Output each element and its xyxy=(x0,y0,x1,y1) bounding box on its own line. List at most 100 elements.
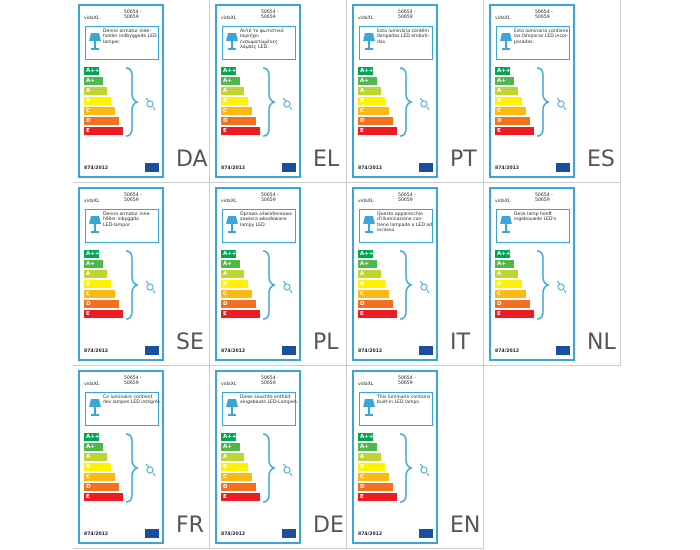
description: Αυτό το φωτιστικό xyxy=(240,29,284,34)
energy-label: vidaXL 50654 -50659 Denna armatur inne-hål… xyxy=(78,187,164,361)
description: ενσωματωμένες xyxy=(240,39,278,45)
energy-class: D xyxy=(84,117,119,125)
energy-class: A+ xyxy=(358,260,377,268)
text-box: This luminaire contains built-in LED lamp… xyxy=(359,392,433,426)
energy-class: C xyxy=(358,473,389,481)
energy-class: A+ xyxy=(84,77,103,85)
energy-class: A xyxy=(84,270,107,278)
lamp-icon xyxy=(89,216,101,233)
regulation: 874/2012 xyxy=(84,349,109,354)
energy-class: A+ xyxy=(358,443,377,451)
energy-class: A+ xyxy=(221,443,240,451)
energy-class: A+ xyxy=(221,77,240,85)
energy-label: vidaXL 50654 -50659 Deze lamp heeft ingebou… xyxy=(489,187,575,361)
brace-lamp xyxy=(399,67,430,137)
energy-class: A xyxy=(221,453,244,461)
label-cell: vidaXL 50654 -50659 Denna armatur inne-hål… xyxy=(73,183,210,366)
language-code: EL xyxy=(313,147,340,172)
energy-class: D xyxy=(358,117,393,125)
model: 50659 xyxy=(124,15,139,21)
eu-flag xyxy=(419,346,433,355)
energy-class: A xyxy=(358,270,381,278)
text-box: Esta luminária contém lâmpadas LED embuti… xyxy=(359,26,433,60)
energy-class: B xyxy=(358,463,385,471)
regulation: 874/2012 xyxy=(358,532,383,537)
brace-lamp xyxy=(536,67,567,137)
lamp-icon xyxy=(363,216,375,233)
description: lampy LED. xyxy=(240,222,267,228)
language-code: DA xyxy=(176,147,208,172)
eu-flag xyxy=(282,529,296,538)
lamp-icon xyxy=(226,216,238,233)
energy-class: B xyxy=(358,280,385,288)
model: 50654 - xyxy=(398,193,416,198)
energy-class: B xyxy=(84,463,111,471)
energy-class: A+ xyxy=(84,260,103,268)
regulation: 874/2012 xyxy=(221,166,246,171)
energy-class: E xyxy=(358,310,397,318)
model: 50659 xyxy=(398,15,413,21)
energy-label: vidaXL 50654 -50659 Denne armatur inde-hol… xyxy=(78,4,164,178)
label-cell: vidaXL 50654 -50659 Questo apparecchio d'il… xyxy=(347,183,484,366)
energy-label: vidaXL 50654 -50659 This luminaire contain… xyxy=(352,370,438,544)
energy-label: vidaXL 50654 -50659 Questo apparecchio d'il… xyxy=(352,187,438,361)
lamp-icon xyxy=(500,216,512,233)
energy-class: A++ xyxy=(358,67,374,75)
energy-label: vidaXL 50654 -50659 Oprawa oświetleniowa za… xyxy=(215,187,301,361)
energy-class: A++ xyxy=(495,250,511,258)
energy-label: vidaXL 50654 -50659 Ce luminaire contient d… xyxy=(78,370,164,544)
brand: vidaXL xyxy=(358,382,374,387)
description: incasso. xyxy=(377,228,396,234)
brace-lamp xyxy=(125,433,156,503)
energy-class: A++ xyxy=(84,67,100,75)
model: 50654 - xyxy=(124,10,142,15)
language-code: NL xyxy=(587,330,616,355)
description: Denna armatur inne- xyxy=(103,212,152,217)
brand: vidaXL xyxy=(84,16,100,21)
label-cell: vidaXL 50654 -50659 Ce luminaire contient d… xyxy=(73,366,210,549)
model: 50654 - xyxy=(124,376,142,381)
energy-label: vidaXL 50654 -50659 Diese Leuchte enthält e… xyxy=(215,370,301,544)
language-code: IT xyxy=(450,330,470,355)
regulation: 874/2012 xyxy=(221,349,246,354)
energy-class: C xyxy=(221,473,252,481)
energy-class: A++ xyxy=(84,250,100,258)
energy-class: E xyxy=(84,493,123,501)
description: das. xyxy=(377,39,387,45)
energy-class: A+ xyxy=(221,260,240,268)
model: 50654 - xyxy=(535,10,553,15)
energy-class: E xyxy=(221,493,260,501)
model: 50659 xyxy=(398,198,413,204)
brace-lamp xyxy=(125,250,156,320)
model: 50659 xyxy=(261,381,276,387)
brace-lamp xyxy=(262,67,293,137)
description: This luminaire contains xyxy=(377,395,431,400)
eu-flag xyxy=(556,163,570,172)
energy-class: C xyxy=(221,107,252,115)
energy-class: C xyxy=(84,107,115,115)
text-box: Oprawa oświetleniowa zawiera wbudowane lam… xyxy=(222,209,296,243)
description: d'illuminazione con- xyxy=(377,217,423,223)
energy-class: B xyxy=(221,463,248,471)
language-code: PT xyxy=(450,147,477,172)
language-code: FR xyxy=(176,513,204,538)
brace-lamp xyxy=(399,250,430,320)
description: Oprawa oświetleniowa xyxy=(240,212,292,217)
description: LED-lampor. xyxy=(103,222,131,228)
energy-class: E xyxy=(221,127,260,135)
energy-class: B xyxy=(221,97,248,105)
lamp-icon xyxy=(89,399,101,416)
energy-class: A++ xyxy=(358,433,374,441)
description: Esta luminária contém xyxy=(377,29,429,34)
energy-class: E xyxy=(84,127,123,135)
brace-lamp xyxy=(536,250,567,320)
brand: vidaXL xyxy=(358,199,374,204)
energy-class: B xyxy=(495,97,522,105)
brand: vidaXL xyxy=(221,382,237,387)
eu-flag xyxy=(419,529,433,538)
model: 50659 xyxy=(535,198,550,204)
model: 50654 - xyxy=(398,10,416,15)
energy-label: vidaXL 50654 -50659 Αυτό το φωτιστικό περιέ… xyxy=(215,4,301,178)
lamp-icon xyxy=(500,33,512,50)
label-cell: vidaXL 50654 -50659 This luminaire contain… xyxy=(347,366,484,549)
